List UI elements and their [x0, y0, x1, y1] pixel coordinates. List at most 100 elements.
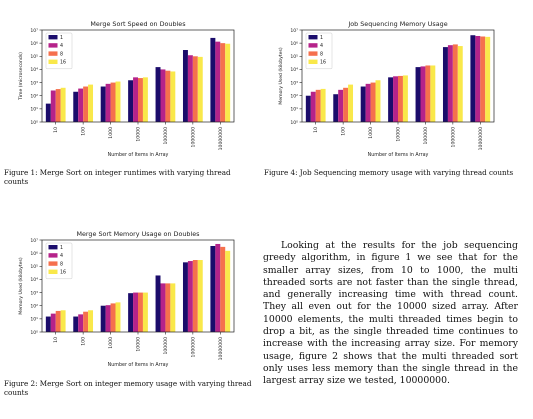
x-tick-label: 1000000: [450, 127, 456, 148]
y-tick-label: 10⁶: [30, 41, 38, 47]
legend-swatch: [48, 43, 58, 48]
y-tick-label: 10⁴: [30, 277, 38, 283]
legend-label: 16: [60, 270, 66, 276]
merge-sort-speed-chart: Merge Sort Speed on Doubles 10⁰ 10¹ 10² 10³ 1…: [18, 20, 235, 158]
x-tick-label: 10000000: [218, 127, 224, 150]
x-tick-label: 10: [313, 127, 319, 133]
legend-swatch: [48, 261, 58, 266]
bar: [192, 260, 198, 332]
bar: [225, 250, 231, 332]
legend-label: 4: [320, 43, 323, 49]
x-axis-label: Number of Items in Array: [368, 152, 429, 158]
y-axis-label: Memory Used (kilobytes): [278, 47, 284, 105]
x-tick-label: 1000: [368, 127, 374, 139]
y-tick-label: 10⁶: [290, 41, 298, 47]
bar: [73, 316, 79, 332]
bar: [78, 88, 84, 122]
y-tick-label: 10⁷: [30, 28, 38, 34]
bar: [457, 46, 463, 122]
bar: [452, 44, 458, 122]
bar: [415, 67, 421, 122]
legend-swatch: [308, 59, 318, 64]
bar: [165, 283, 171, 332]
bar: [100, 86, 106, 122]
bar: [105, 305, 111, 332]
bar: [187, 261, 193, 332]
bar: [182, 262, 188, 332]
bar: [215, 243, 221, 332]
legend-swatch: [308, 51, 318, 56]
bar: [485, 36, 491, 123]
bar: [430, 65, 436, 122]
bar: [343, 87, 349, 122]
bar: [475, 35, 481, 122]
x-tick-label: 10000000: [478, 127, 484, 150]
bar: [320, 88, 326, 122]
y-tick-label: 10¹: [30, 107, 38, 113]
y-tick-label: 10⁴: [290, 67, 298, 73]
x-tick-label: 100000: [163, 337, 169, 355]
bar: [160, 69, 166, 122]
bar: [142, 292, 148, 332]
x-tick-label: 100000: [163, 127, 169, 145]
bar: [220, 246, 226, 332]
figure-2: Merge Sort Memory Usage on Doubles 10⁰ 10¹…: [4, 230, 254, 370]
bar: [182, 50, 188, 122]
legend-swatch: [48, 245, 58, 250]
bar: [110, 303, 116, 332]
x-tick-label: 1000000: [190, 127, 196, 148]
y-tick-label: 10⁶: [30, 251, 38, 257]
x-tick-label: 100: [81, 337, 87, 346]
bar: [155, 275, 161, 332]
legend-label: 1: [60, 245, 63, 251]
bar: [360, 86, 366, 122]
bar: [425, 65, 431, 122]
legend-label: 8: [320, 51, 323, 57]
figure-4: Job Sequencing Memory Usage 10⁰ 10¹ 10² 10³ 1…: [264, 20, 514, 160]
y-tick-label: 10⁷: [30, 238, 38, 244]
bar: [55, 310, 61, 332]
legend-label: 4: [60, 253, 63, 259]
x-tick-label: 100000: [423, 127, 429, 145]
chart-title: Merge Sort Speed on Doubles: [90, 20, 186, 28]
figure-1-caption: Figure 1: Merge Sort on integer runtimes…: [4, 168, 231, 186]
y-tick-label: 10¹: [30, 317, 38, 323]
bar: [447, 45, 453, 122]
legend-swatch: [308, 35, 318, 40]
bar: [83, 86, 89, 122]
y-tick-label: 10⁰: [290, 120, 298, 126]
bar: [338, 89, 344, 122]
y-tick-label: 10⁰: [30, 120, 38, 126]
bar: [155, 67, 161, 122]
bar: [55, 89, 61, 122]
y-tick-label: 10³: [30, 290, 38, 296]
job-sequencing-memory-chart: Job Sequencing Memory Usage 10⁰ 10¹ 10² 10³ 1…: [278, 20, 495, 158]
bar: [133, 77, 138, 122]
legend-label: 16: [60, 60, 66, 66]
legend-swatch: [48, 51, 58, 56]
bar: [187, 55, 193, 123]
bar: [192, 56, 198, 122]
bar: [138, 292, 143, 332]
bar: [160, 283, 166, 332]
y-tick-label: 10²: [30, 94, 38, 100]
legend-swatch: [48, 35, 58, 40]
x-axis-label: Number of Items in Array: [108, 152, 169, 158]
bar: [210, 245, 216, 332]
legend-label: 4: [60, 43, 63, 49]
bar: [388, 77, 394, 122]
bar: [197, 56, 203, 122]
bar: [315, 89, 321, 122]
y-tick-label: 10¹: [290, 107, 298, 113]
x-tick-label: 1000: [108, 127, 114, 139]
plot-frame: [41, 239, 235, 333]
y-tick-label: 10⁵: [290, 54, 298, 60]
bar: [78, 314, 84, 332]
bar: [83, 311, 89, 332]
legend-swatch: [48, 253, 58, 258]
bar: [115, 302, 121, 332]
bar: [100, 305, 106, 332]
bar: [142, 77, 148, 122]
y-tick-label: 10⁰: [30, 330, 38, 336]
legend-swatch: [48, 269, 58, 274]
